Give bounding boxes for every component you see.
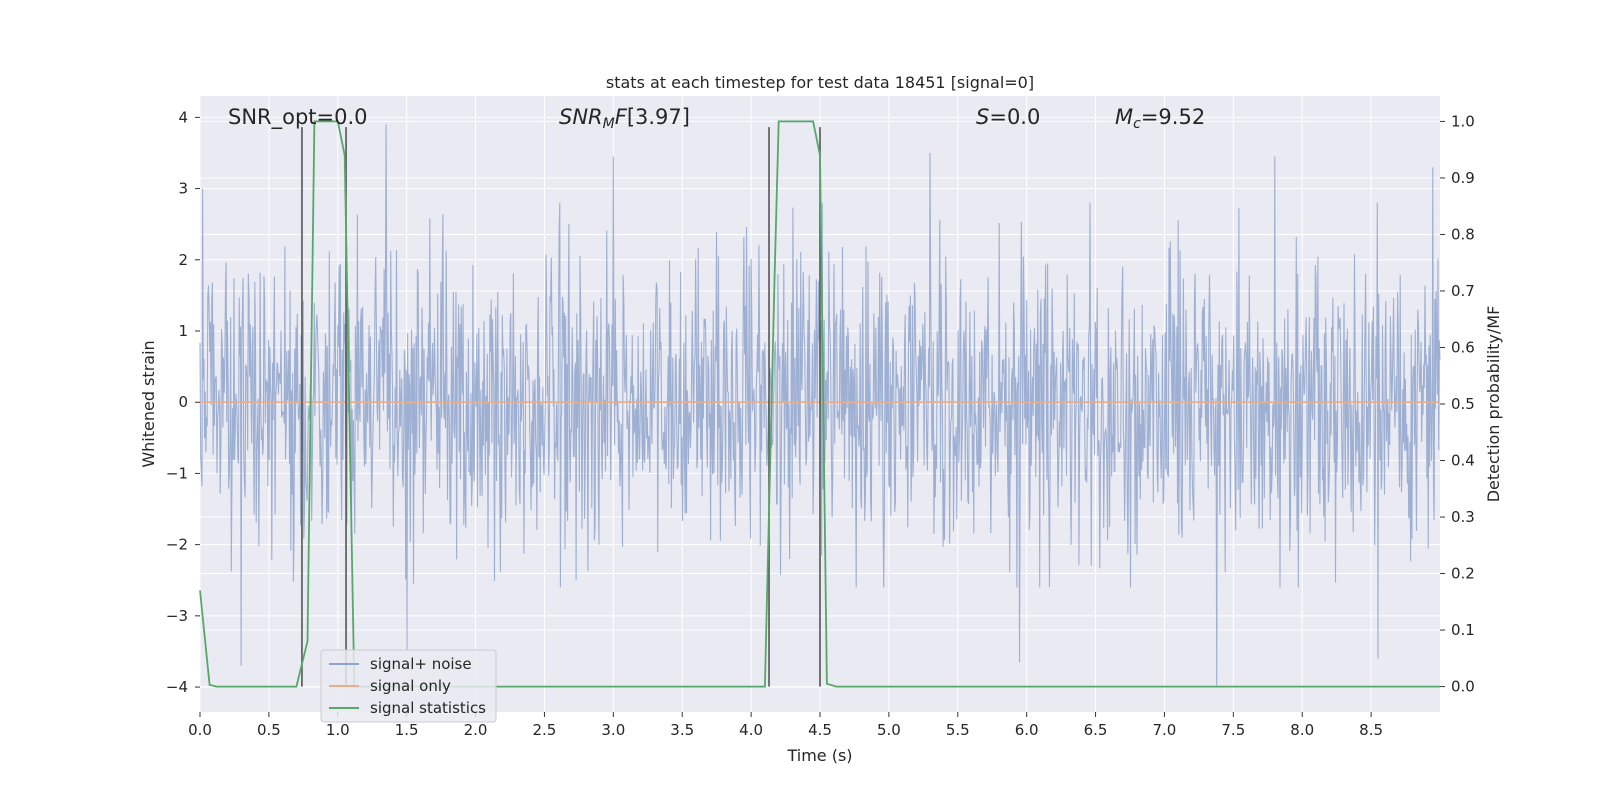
y-left-tick-label: 1 <box>178 322 188 340</box>
x-tick-label: 1.5 <box>395 721 419 739</box>
legend-label-signal-statistics: signal statistics <box>370 699 486 717</box>
y-left-tick-label: 4 <box>178 108 188 126</box>
mc-annotation: Mc=9.52 <box>1115 105 1205 132</box>
x-tick-label: 3.0 <box>601 721 625 739</box>
y-right-tick-labels: 0.0 0.1 0.2 0.3 0.4 0.5 0.6 0.7 0.8 0.9 1.0 <box>1440 112 1475 696</box>
x-tick-label: 5.5 <box>946 721 970 739</box>
x-tick-label: 4.5 <box>808 721 832 739</box>
y-left-tick-label: −3 <box>166 607 188 625</box>
x-tick-label: 0.5 <box>257 721 281 739</box>
snr-mf-value: [3.97] <box>627 105 690 129</box>
y-left-tick-labels: −4 −3 −2 −1 0 1 2 3 4 <box>166 108 200 696</box>
legend-label-signal-noise: signal+ noise <box>370 655 472 673</box>
x-tick-label: 0.0 <box>188 721 212 739</box>
y-right-tick-label: 0.2 <box>1451 565 1475 583</box>
s-annotation: S=0.0 <box>976 105 1040 129</box>
mc-value: =9.52 <box>1141 105 1205 129</box>
y-left-tick-label: 3 <box>178 180 188 198</box>
y-right-tick-label: 0.5 <box>1451 395 1475 413</box>
y-right-tick-label: 0.6 <box>1451 338 1475 356</box>
y-right-tick-label: 1.0 <box>1451 112 1475 130</box>
x-tick-label: 4.0 <box>739 721 763 739</box>
x-tick-label: 5.0 <box>877 721 901 739</box>
s-value: =0.0 <box>989 105 1040 129</box>
y-right-tick-label: 0.7 <box>1451 282 1475 300</box>
legend: signal+ noise signal only signal statist… <box>320 649 497 723</box>
legend-label-signal-only: signal only <box>370 677 451 695</box>
y-right-tick-label: 0.4 <box>1451 452 1475 470</box>
y-left-tick-label: −2 <box>166 536 188 554</box>
y-right-axis-label: Detection probability/MF <box>1484 306 1503 503</box>
y-right-tick-label: 0.9 <box>1451 169 1475 187</box>
x-tick-label: 1.0 <box>326 721 350 739</box>
y-left-tick-label: 0 <box>178 393 188 411</box>
chart-title: stats at each timestep for test data 184… <box>606 73 1034 92</box>
y-left-tick-label: −1 <box>166 464 188 482</box>
snr-mf-annotation: SNRMF[3.97] <box>559 105 690 132</box>
x-tick-label: 7.5 <box>1221 721 1245 739</box>
x-tick-label: 8.0 <box>1290 721 1314 739</box>
x-tick-label: 6.0 <box>1015 721 1039 739</box>
x-tick-label: 2.5 <box>533 721 557 739</box>
x-tick-label: 7.0 <box>1153 721 1177 739</box>
y-right-tick-label: 0.0 <box>1451 678 1475 696</box>
x-tick-label: 2.0 <box>464 721 488 739</box>
x-tick-label: 8.5 <box>1359 721 1383 739</box>
x-tick-labels: 0.0 0.5 1.0 1.5 2.0 2.5 3.0 3.5 4.0 4.5 5.0 5.5 6.0 6… <box>188 712 1383 739</box>
y-right-tick-label: 0.3 <box>1451 508 1475 526</box>
x-tick-label: 3.5 <box>670 721 694 739</box>
y-right-tick-label: 0.1 <box>1451 621 1475 639</box>
y-left-tick-label: 2 <box>178 251 188 269</box>
snr-opt-annotation: SNR_opt=0.0 <box>228 105 368 130</box>
y-right-tick-label: 0.8 <box>1451 225 1475 243</box>
y-left-tick-label: −4 <box>166 678 188 696</box>
y-left-axis-label: Whitened strain <box>139 340 158 467</box>
x-axis-label: Time (s) <box>786 746 852 765</box>
x-tick-label: 6.5 <box>1084 721 1108 739</box>
